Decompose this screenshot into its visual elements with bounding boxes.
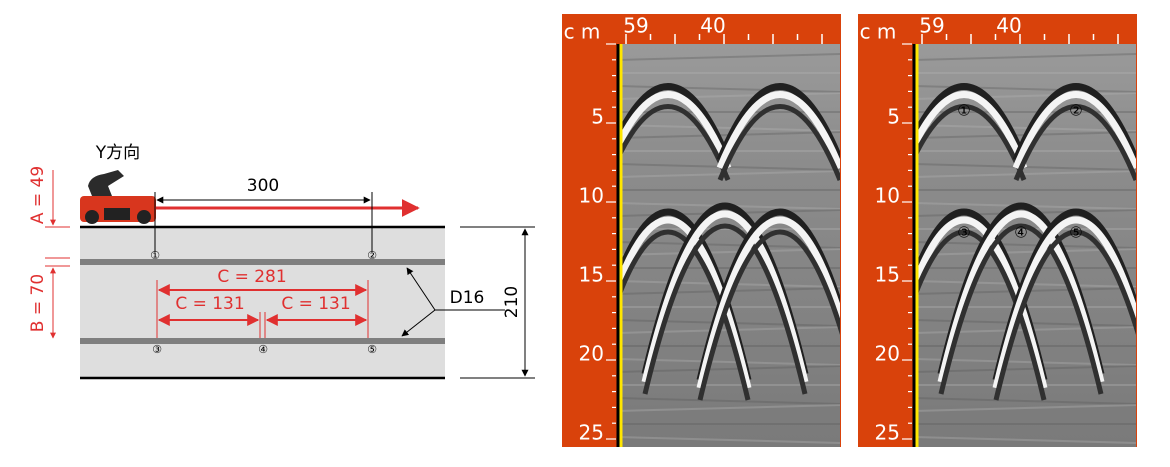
depth-label: 20 xyxy=(579,342,604,366)
texture xyxy=(914,53,1136,61)
slab xyxy=(80,227,445,378)
rebar xyxy=(80,338,445,344)
texture xyxy=(618,124,840,132)
hyperbola-dark xyxy=(716,83,840,162)
radar-image xyxy=(618,44,840,447)
hyperbola-dark xyxy=(717,104,840,181)
hyperbola xyxy=(992,216,1136,389)
texture xyxy=(618,404,840,412)
hyperbola-dark xyxy=(697,229,840,401)
leader xyxy=(406,267,436,311)
top-label: 40 xyxy=(700,14,725,38)
texture xyxy=(914,436,1136,444)
texture xyxy=(618,170,840,178)
c-long-label: C = 281 xyxy=(217,267,286,287)
hyperbola-dark xyxy=(618,83,732,162)
hyperbola-dark xyxy=(938,223,1104,395)
c-right-label: C = 131 xyxy=(281,294,350,314)
marker: ⑤ xyxy=(1069,224,1082,242)
depth-label: 25 xyxy=(875,421,900,445)
marker: ③ xyxy=(152,343,162,356)
depth-label: 10 xyxy=(579,184,604,208)
hyperbola-dark xyxy=(1012,83,1136,162)
unit-label: c m xyxy=(564,20,601,44)
slab-diagram: 210 D16 Y方向 300 A = 49 B = 70 C = 2 xyxy=(28,143,535,380)
texture xyxy=(618,397,840,405)
marker: ① xyxy=(957,102,970,120)
hyperbola-dark xyxy=(642,223,808,395)
hyperbola-dark xyxy=(914,104,1027,181)
bar-label: D16 xyxy=(450,288,485,308)
depth-label: 15 xyxy=(875,263,900,287)
spacing-label: 300 xyxy=(247,176,279,196)
texture xyxy=(618,53,840,61)
a-label: A = 49 xyxy=(28,166,48,224)
hyperbola-dark xyxy=(914,229,1047,401)
radargram: c m 59 40 5 10 15 20 25 ① ② ③ ④ ⑤ xyxy=(858,14,1137,447)
hyperbola-dark xyxy=(618,104,731,181)
top-label: 40 xyxy=(996,14,1021,38)
marker: ② xyxy=(1069,102,1082,120)
hyperbola-dark xyxy=(1013,104,1136,181)
hyperbola xyxy=(641,210,809,383)
marker: ② xyxy=(367,249,377,262)
depth-label: 15 xyxy=(579,263,604,287)
depth-label: 210 xyxy=(502,286,522,318)
direction-label: Y方向 xyxy=(95,143,140,163)
texture xyxy=(618,436,840,444)
marker: ④ xyxy=(258,343,268,356)
scanner xyxy=(80,170,156,224)
top-label: 59 xyxy=(919,14,944,38)
unit-label: c m xyxy=(860,20,897,44)
depth-label: 25 xyxy=(579,421,604,445)
hyperbola xyxy=(937,210,1105,383)
b-label: B = 70 xyxy=(28,274,48,332)
texture xyxy=(914,170,1136,178)
texture xyxy=(618,248,840,256)
hyperbola xyxy=(914,91,1028,170)
radargram: c m 59 40 5 10 15 20 25 xyxy=(562,14,841,447)
radargrams: c m 59 40 5 10 15 20 25 c m 59 40 5 10 15 20 25 ① ② ③ ④ ⑤ xyxy=(562,14,1137,447)
texture xyxy=(914,404,1136,412)
top-label: 59 xyxy=(623,14,648,38)
leader xyxy=(401,309,436,337)
hyperbola-dark xyxy=(993,229,1136,401)
hyperbola-dark xyxy=(618,229,751,401)
marker: ③ xyxy=(957,224,970,242)
texture xyxy=(914,248,1136,256)
texture xyxy=(914,124,1136,132)
c-left-label: C = 131 xyxy=(175,294,244,314)
depth-label: 5 xyxy=(887,105,900,129)
radar-image xyxy=(914,44,1136,447)
hyperbola-dark xyxy=(914,83,1028,162)
texture xyxy=(914,397,1136,405)
hyperbola xyxy=(716,91,840,170)
depth-label: 5 xyxy=(591,105,604,129)
marker: ⑤ xyxy=(367,343,377,356)
hyperbola xyxy=(1012,91,1136,170)
marker: ① xyxy=(150,249,160,262)
hyperbola xyxy=(618,91,732,170)
depth-label: 10 xyxy=(875,184,900,208)
hyperbola xyxy=(696,216,840,389)
rebar xyxy=(80,259,445,265)
marker: ④ xyxy=(1014,224,1027,242)
depth-label: 20 xyxy=(875,342,900,366)
